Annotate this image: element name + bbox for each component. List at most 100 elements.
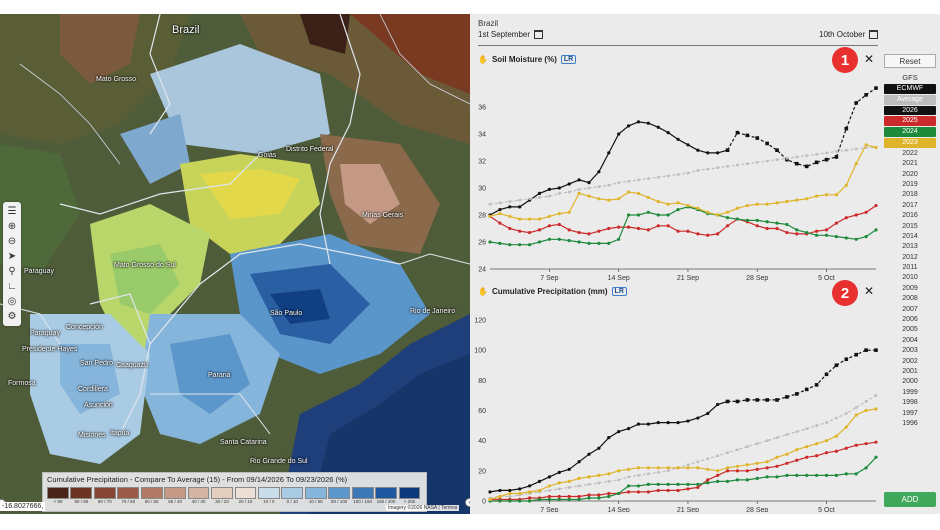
date-range-slider[interactable]: [478, 45, 878, 46]
series-toggle-selected[interactable]: Average: [884, 94, 936, 105]
year-toggle[interactable]: 1997: [902, 409, 918, 417]
year-toggle[interactable]: 2002: [902, 357, 918, 365]
year-toggle[interactable]: 2011: [902, 264, 918, 272]
data-point: [735, 478, 740, 482]
end-date[interactable]: 10th October: [819, 30, 879, 39]
data-point: [785, 461, 789, 465]
drag-handle-icon[interactable]: ✋: [478, 55, 488, 64]
year-toggle[interactable]: 2017: [902, 201, 918, 209]
series-toggle-selected[interactable]: 2025: [884, 116, 936, 127]
year-toggle[interactable]: 2019: [902, 180, 918, 188]
year-toggle[interactable]: 2012: [902, 253, 918, 261]
data-point: [597, 229, 601, 233]
coordinate-readout: -16.8027666,: [0, 502, 46, 511]
data-point: [785, 222, 789, 227]
data-point: [736, 163, 739, 167]
map-credits[interactable]: Imagery ©2026 NASA | Termos: [386, 505, 460, 511]
legend-color-box: [234, 487, 257, 499]
year-toggle[interactable]: 1996: [902, 419, 918, 427]
data-point: [765, 159, 769, 163]
map-canvas[interactable]: [0, 14, 470, 514]
x-tick-label: 28 Sep: [746, 507, 768, 512]
drag-handle-icon[interactable]: ✋: [478, 287, 488, 296]
chart-panel: Brazil 1st September 10th October ✋ Soil…: [472, 14, 940, 514]
data-point: [646, 121, 650, 125]
data-point: [854, 237, 858, 241]
series-selector: ECMWF Average 2026 2025 2024 2023 2022 2021 2020…: [884, 84, 936, 429]
data-point: [686, 203, 690, 208]
year-toggle[interactable]: 2000: [902, 378, 918, 386]
year-toggle[interactable]: 2016: [902, 212, 918, 220]
y-tick-label: 100: [474, 348, 486, 355]
data-point: [716, 402, 720, 407]
year-toggle[interactable]: 2006: [902, 316, 918, 324]
reset-button[interactable]: Reset: [884, 54, 936, 68]
zoom-out-icon[interactable]: ⊖: [7, 236, 17, 247]
data-point: [666, 482, 670, 487]
year-toggle[interactable]: 2013: [902, 243, 918, 251]
year-toggle[interactable]: 2007: [902, 305, 918, 313]
year-toggle[interactable]: 2014: [902, 232, 918, 240]
calendar-icon[interactable]: [534, 30, 544, 39]
data-point: [864, 466, 868, 470]
data-point: [726, 165, 729, 168]
layers-icon[interactable]: ☰: [7, 206, 17, 217]
year-toggle[interactable]: 2015: [902, 222, 918, 230]
year-toggle[interactable]: 2009: [902, 284, 918, 292]
data-point: [508, 499, 512, 503]
map-label-rio-grande-do-sul: Rio Grande do Sul: [250, 458, 308, 465]
data-point: [587, 475, 591, 479]
data-point: [686, 482, 690, 487]
series-toggle-selected[interactable]: 2026: [884, 105, 936, 116]
data-point: [547, 494, 551, 499]
soil-moisture-lr-button[interactable]: LR: [560, 55, 577, 64]
search-icon[interactable]: ⚲: [8, 266, 16, 277]
year-toggle[interactable]: 2020: [902, 170, 918, 178]
add-button[interactable]: ADD: [884, 492, 936, 507]
close-soil-moisture-icon[interactable]: ✕: [864, 52, 875, 66]
data-point: [795, 155, 799, 159]
year-toggle[interactable]: 2021: [902, 160, 918, 168]
data-point: [577, 484, 581, 488]
data-point: [775, 221, 779, 225]
navigate-icon[interactable]: ➤: [7, 251, 17, 262]
data-point: [745, 398, 750, 402]
year-toggle[interactable]: 2022: [902, 149, 918, 157]
data-point: [597, 481, 601, 485]
data-point: [805, 197, 809, 201]
data-point: [844, 216, 848, 220]
year-toggle[interactable]: 2010: [902, 274, 918, 282]
data-point: [854, 352, 859, 357]
data-point: [656, 470, 660, 474]
year-toggle[interactable]: 2001: [902, 367, 918, 375]
zoom-in-icon[interactable]: ⊕: [7, 221, 17, 232]
legend-swatch-label: 100 / 150: [353, 499, 372, 504]
data-point: [735, 206, 740, 210]
start-date[interactable]: 1st September: [478, 30, 544, 39]
data-point: [755, 224, 759, 228]
series-toggle-selected[interactable]: ECMWF: [884, 84, 936, 94]
year-toggle[interactable]: 2008: [902, 295, 918, 303]
settings-icon[interactable]: ⚙: [7, 311, 17, 322]
legend-swatch-label: 10 / 0: [263, 499, 275, 504]
precip-lr-button[interactable]: LR: [611, 287, 627, 296]
series-toggle-selected[interactable]: 2024: [884, 127, 936, 137]
series-toggle-selected[interactable]: 2023: [884, 137, 936, 148]
year-toggle[interactable]: 2004: [902, 336, 918, 344]
year-toggle[interactable]: 2005: [902, 326, 918, 334]
year-toggle[interactable]: 2018: [902, 191, 918, 199]
data-point: [795, 458, 799, 462]
close-precip-icon[interactable]: ✕: [864, 284, 875, 298]
calendar-icon[interactable]: [869, 30, 879, 39]
data-point: [686, 463, 690, 467]
data-point: [597, 446, 601, 450]
map-collapse-right-icon[interactable]: ›: [465, 498, 470, 507]
year-toggle[interactable]: 1998: [902, 399, 918, 407]
year-toggle[interactable]: 2003: [902, 347, 918, 355]
data-point: [864, 93, 868, 97]
data-point: [587, 194, 591, 198]
measure-icon[interactable]: ∟: [7, 281, 17, 292]
year-toggle[interactable]: 1999: [902, 388, 918, 396]
map-view[interactable]: Brazil Mato Grosso Goiás Distrito Federa…: [0, 14, 470, 514]
target-icon[interactable]: ◎: [7, 296, 17, 307]
